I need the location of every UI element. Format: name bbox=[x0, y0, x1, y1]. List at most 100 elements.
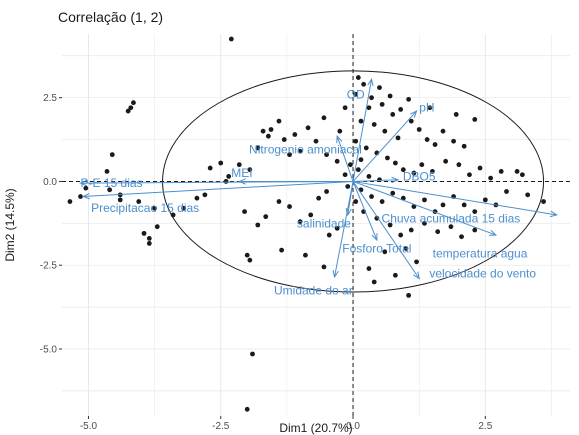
data-point bbox=[379, 199, 385, 204]
data-point bbox=[371, 279, 377, 285]
data-point bbox=[305, 125, 311, 131]
data-point bbox=[498, 168, 504, 174]
arrow-nitrogenio-amoniacal bbox=[336, 136, 354, 182]
variable-label: Nitrogenio amoniacal bbox=[249, 143, 362, 157]
arrow-fosforo-total bbox=[352, 181, 378, 241]
data-point bbox=[228, 36, 234, 42]
data-point bbox=[408, 118, 414, 124]
data-point bbox=[316, 195, 322, 201]
data-point bbox=[379, 101, 385, 107]
data-point bbox=[525, 192, 531, 198]
data-point bbox=[369, 194, 374, 199]
variable-label: Chuva acumulada 15 dias bbox=[382, 211, 521, 225]
y-tick-label: 2.5 bbox=[43, 93, 57, 104]
data-point bbox=[353, 91, 359, 97]
data-point bbox=[342, 172, 348, 178]
data-point bbox=[416, 127, 422, 132]
data-point bbox=[345, 184, 351, 189]
data-point bbox=[363, 145, 369, 151]
data-point bbox=[371, 122, 377, 127]
data-point bbox=[218, 160, 224, 166]
data-point bbox=[488, 175, 494, 181]
data-point bbox=[461, 143, 467, 149]
data-point bbox=[207, 165, 213, 171]
data-point bbox=[303, 252, 308, 258]
data-point bbox=[377, 177, 382, 183]
data-point bbox=[109, 152, 115, 158]
points bbox=[67, 36, 546, 412]
arrow-head bbox=[488, 229, 498, 236]
data-point bbox=[324, 189, 329, 194]
arrow-head bbox=[336, 134, 343, 144]
variable-label: Fosforo Total bbox=[342, 241, 411, 255]
data-point bbox=[377, 85, 382, 91]
y-tick-label: -5.0 bbox=[40, 344, 58, 355]
data-point bbox=[347, 162, 353, 168]
y-tick-label: 0.0 bbox=[43, 177, 57, 188]
variable-label: DBO5 bbox=[403, 169, 436, 183]
data-point bbox=[104, 168, 110, 174]
data-point bbox=[202, 192, 208, 198]
arrow-head bbox=[413, 271, 420, 280]
data-point bbox=[263, 214, 269, 220]
data-point bbox=[453, 112, 459, 117]
data-point bbox=[432, 142, 438, 147]
data-point bbox=[459, 234, 464, 240]
data-point bbox=[181, 205, 187, 211]
variable-label: MEI bbox=[231, 166, 252, 180]
data-point bbox=[170, 212, 176, 218]
data-point bbox=[504, 189, 509, 194]
data-point bbox=[406, 96, 412, 102]
data-point bbox=[366, 174, 372, 179]
correlation-circle-outline bbox=[162, 70, 545, 293]
arrow-head bbox=[409, 110, 418, 118]
variable-label: Umidade do ar bbox=[274, 283, 353, 297]
arrow-head bbox=[371, 233, 378, 242]
chart-title: Correlação (1, 2) bbox=[58, 9, 163, 25]
data-point bbox=[223, 179, 229, 184]
data-point bbox=[247, 257, 253, 263]
data-point bbox=[369, 95, 374, 101]
data-point bbox=[276, 199, 282, 204]
data-point bbox=[392, 272, 398, 278]
data-point bbox=[406, 292, 412, 298]
arrow-head bbox=[345, 208, 352, 217]
data-point bbox=[321, 115, 327, 121]
data-point bbox=[355, 75, 361, 80]
data-point bbox=[456, 162, 462, 168]
data-point bbox=[131, 100, 136, 106]
data-point bbox=[414, 259, 419, 265]
data-point bbox=[382, 249, 388, 255]
data-point bbox=[334, 225, 340, 231]
arrow-umidade-do-ar bbox=[334, 181, 354, 278]
data-point bbox=[392, 160, 398, 166]
data-point bbox=[268, 127, 274, 132]
arrow-ph bbox=[352, 110, 417, 182]
data-point bbox=[337, 128, 343, 134]
data-point bbox=[390, 112, 396, 117]
data-point bbox=[297, 219, 303, 225]
data-point bbox=[358, 118, 364, 124]
data-point bbox=[440, 128, 446, 134]
data-point bbox=[247, 167, 253, 173]
data-point bbox=[279, 247, 285, 253]
data-point bbox=[152, 205, 158, 211]
data-point bbox=[467, 172, 472, 178]
data-point bbox=[146, 241, 152, 246]
data-point bbox=[334, 158, 340, 164]
data-point bbox=[472, 117, 478, 122]
data-point bbox=[366, 105, 372, 111]
variable-arrows bbox=[79, 77, 559, 280]
y-tick-label: -2.5 bbox=[40, 261, 58, 272]
y-axis-title: Dim2 (14.5%) bbox=[3, 188, 17, 261]
arrow-dbo5 bbox=[353, 179, 399, 182]
arrow-head bbox=[332, 269, 339, 279]
correlation-circle bbox=[162, 70, 545, 293]
data-point bbox=[321, 264, 327, 270]
y-axis-ticks: -5.0 -2.5 0.0 2.5 bbox=[40, 93, 62, 355]
data-point bbox=[408, 227, 414, 233]
x-tick-label: -2.5 bbox=[212, 421, 230, 432]
data-point bbox=[250, 351, 255, 357]
variable-label: temperatura agua bbox=[433, 246, 528, 260]
